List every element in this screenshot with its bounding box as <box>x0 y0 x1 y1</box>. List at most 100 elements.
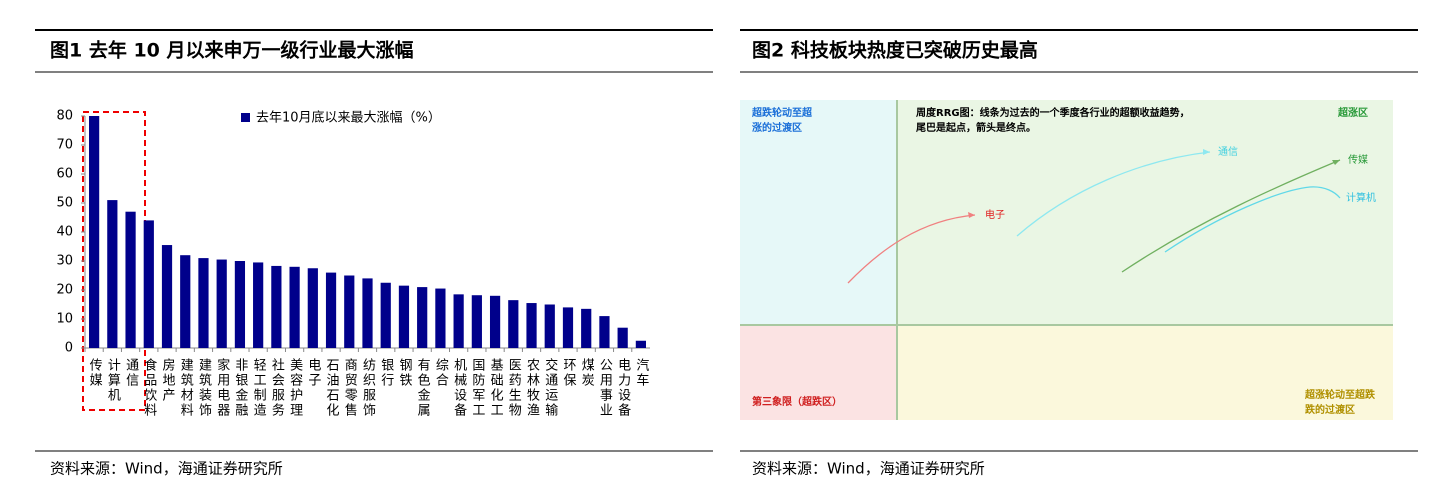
bar <box>526 303 537 348</box>
y-tick-label: 10 <box>56 312 73 327</box>
bar <box>380 282 391 348</box>
x-tick-label: 美容护理 <box>287 358 303 418</box>
trail <box>847 214 976 284</box>
x-tick-label: 传媒 <box>87 358 103 388</box>
x-tick-label: 建筑材料 <box>178 358 194 418</box>
x-tick-label: 商贸零售 <box>342 358 358 418</box>
trail <box>1121 159 1341 273</box>
x-tick-label: 环保 <box>560 358 576 388</box>
x-tick-label: 轻工制造 <box>251 358 267 418</box>
x-tick-label: 基础化工 <box>488 358 504 418</box>
quadrant-label: 涨的过渡区 <box>752 121 802 134</box>
line-label: 电子 <box>985 208 1005 221</box>
x-tick-label: 综合 <box>433 358 449 388</box>
bar <box>289 266 300 348</box>
x-tick-label: 建筑装饰 <box>196 358 212 418</box>
x-tick-label: 纺织服饰 <box>360 358 376 418</box>
bar <box>508 300 519 348</box>
x-tick-label: 计算机 <box>105 358 121 403</box>
x-tick-label: 食品饮料 <box>141 357 157 418</box>
quadrant <box>897 100 1393 325</box>
x-tick-label: 交通运输 <box>542 357 558 418</box>
bar <box>325 272 337 348</box>
bar <box>581 308 592 348</box>
bar <box>143 220 154 348</box>
bar <box>89 116 100 348</box>
bar <box>398 285 410 348</box>
bar <box>180 255 191 348</box>
line-label: 通信 <box>1218 146 1238 158</box>
bar <box>562 307 574 348</box>
source: 资料来源：Wind，海通证券研究所 <box>752 460 985 478</box>
quadrant-label: 第三象限（超跌区） <box>752 395 842 408</box>
note: 尾巴是起点，箭头是终点。 <box>916 121 1036 134</box>
bar <box>544 304 555 348</box>
bar <box>635 340 646 348</box>
bar <box>125 211 136 348</box>
quadrant-label: 跌的过渡区 <box>1305 403 1355 416</box>
quadrant-label: 超涨轮动至超跌 <box>1304 388 1376 401</box>
x-tick-label: 汽车 <box>633 358 649 388</box>
bar <box>198 258 209 348</box>
bar <box>453 294 464 348</box>
quadrant <box>897 325 1393 420</box>
bar <box>471 295 482 348</box>
bar <box>107 200 118 348</box>
note: 周度RRG图：线条为过去的一个季度各行业的超额收益趋势， <box>916 106 1190 119</box>
bar <box>417 287 428 348</box>
bar <box>234 261 246 348</box>
figure-title: 图1 去年 10 月以来申万一级行业最大涨幅 <box>50 39 414 62</box>
x-tick-label: 电力设备 <box>615 358 631 418</box>
x-tick-label: 家用电器 <box>214 357 230 418</box>
bar <box>435 288 446 348</box>
bar <box>161 245 173 348</box>
x-tick-label: 机械设备 <box>451 358 467 418</box>
y-tick-label: 60 <box>56 167 73 182</box>
x-tick-label: 公用事业 <box>597 358 613 418</box>
arrow <box>1203 149 1210 155</box>
x-tick-label: 社会服务 <box>269 357 285 418</box>
x-tick-label: 医药生物 <box>506 358 522 418</box>
x-tick-label: 非银金融 <box>232 358 248 418</box>
y-tick-label: 0 <box>65 341 73 356</box>
bar <box>599 316 610 348</box>
x-tick-label: 农林牧渔 <box>524 358 540 418</box>
bar <box>253 262 264 348</box>
x-tick-label: 电子 <box>305 358 321 388</box>
source: 资料来源：Wind，海通证券研究所 <box>50 460 283 478</box>
line-label: 计算机 <box>1346 191 1376 204</box>
bar <box>216 259 227 348</box>
bar <box>362 278 373 348</box>
arrow <box>968 212 975 218</box>
quadrant-label: 超涨区 <box>1337 106 1368 119</box>
y-tick-label: 70 <box>56 138 73 153</box>
trail <box>1164 186 1341 253</box>
bar <box>307 268 318 348</box>
quadrant <box>740 100 897 325</box>
bar <box>489 295 501 348</box>
y-tick-label: 50 <box>56 196 73 211</box>
x-tick-label: 石油石化 <box>324 358 340 418</box>
bar <box>344 275 355 348</box>
y-tick-label: 80 <box>56 109 73 124</box>
quadrant-label: 超跌轮动至超 <box>751 106 813 119</box>
rrg-diagram: 超跌轮动至超 涨的过渡区 超涨区 第三象限（超跌区） 超涨轮动至超跌 跌的过渡区… <box>740 100 1393 420</box>
legend-swatch <box>241 113 250 122</box>
bar <box>271 265 282 348</box>
legend-label: 去年10月底以来最大涨幅（%） <box>256 110 441 126</box>
quadrant <box>740 325 897 420</box>
trail <box>1016 151 1211 237</box>
x-tick-label: 国防军工 <box>469 358 485 418</box>
x-tick-label: 房地产 <box>160 357 176 403</box>
bar <box>617 327 628 348</box>
x-tick-label: 钢铁 <box>396 358 412 388</box>
arrow <box>1332 160 1340 165</box>
line-label: 传媒 <box>1348 154 1368 166</box>
x-tick-label: 煤炭 <box>579 358 595 388</box>
figure-title: 图2 科技板块热度已突破历史最高 <box>752 39 1038 62</box>
y-tick-label: 30 <box>56 254 73 269</box>
y-tick-label: 40 <box>56 225 73 240</box>
x-tick-label: 有色金属 <box>415 358 431 418</box>
y-tick-label: 20 <box>56 283 73 298</box>
